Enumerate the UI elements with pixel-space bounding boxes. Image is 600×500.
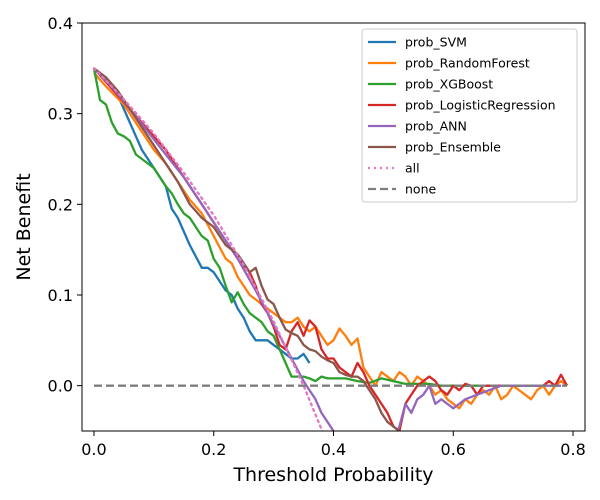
series-line-prob-xgboost xyxy=(92,68,502,387)
x-tick-label: 0.2 xyxy=(201,440,226,459)
legend-label: prob_SVM xyxy=(405,35,467,50)
series-layer xyxy=(92,67,569,431)
legend-label: none xyxy=(405,182,436,197)
legend-label: prob_Ensemble xyxy=(405,140,501,155)
legend-label: prob_LogisticRegression xyxy=(405,98,556,113)
y-tick-label: 0.2 xyxy=(48,195,73,214)
series-line-prob-randomforest xyxy=(93,72,568,410)
y-tick-label: 0.4 xyxy=(48,14,73,33)
x-axis-title: Threshold Probability xyxy=(232,464,433,486)
series-line-prob-ann xyxy=(93,67,561,431)
series-line-prob-ensemble xyxy=(93,67,402,431)
x-tick-label: 0.4 xyxy=(321,440,346,459)
x-tick-label: 0.6 xyxy=(441,440,466,459)
y-tick-label: 0.1 xyxy=(48,286,73,305)
ticks-layer: 0.0 0.2 0.4 0.6 0.8 0.0 0.1 0.2 0.3 0.4 xyxy=(48,14,586,459)
y-axis-title: Net Benefit xyxy=(13,173,35,280)
x-tick-label: 0.0 xyxy=(81,440,106,459)
legend-label: prob_XGBoost xyxy=(405,77,493,92)
legend-box xyxy=(361,28,578,203)
series-line-all xyxy=(92,67,324,431)
y-tick-label: 0.3 xyxy=(48,105,73,124)
legend-label: all xyxy=(405,161,420,176)
y-tick-label: 0.0 xyxy=(48,377,73,396)
legend: prob_SVM prob_RandomForest prob_XGBoostpro… xyxy=(361,28,578,203)
legend-label: prob_ANN xyxy=(405,119,467,134)
x-tick-label: 0.8 xyxy=(560,440,585,459)
legend-label: prob_RandomForest xyxy=(405,56,530,71)
